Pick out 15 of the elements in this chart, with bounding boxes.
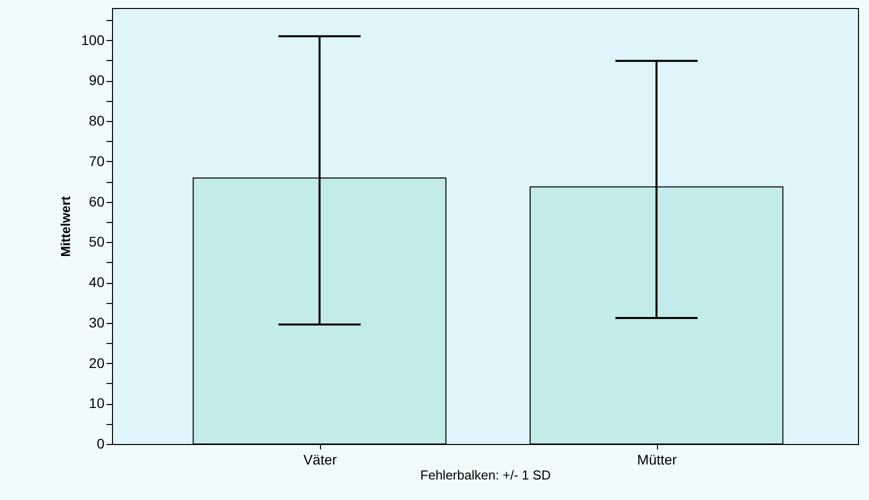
y-tick-label: 40 — [88, 274, 105, 290]
y-tick-label: 100 — [81, 32, 105, 48]
y-tick-label: 50 — [88, 234, 105, 250]
y-tick-label: 0 — [96, 436, 105, 452]
y-tick-label: 70 — [88, 152, 105, 169]
y-axis-title: Mittelwert — [58, 195, 74, 257]
x-tick-label: Väter — [303, 452, 338, 468]
y-tick-label: 30 — [88, 314, 105, 330]
x-tick-label: Mütter — [637, 452, 678, 468]
y-tick-label: 60 — [88, 193, 105, 210]
y-tick-label: 20 — [88, 354, 105, 371]
text: Fehlerbalken: +/- 1 SD — [420, 468, 551, 482]
y-tick-label: 90 — [88, 72, 105, 88]
y-tick-label: 80 — [88, 112, 105, 129]
y-tick-label: 10 — [88, 395, 105, 412]
